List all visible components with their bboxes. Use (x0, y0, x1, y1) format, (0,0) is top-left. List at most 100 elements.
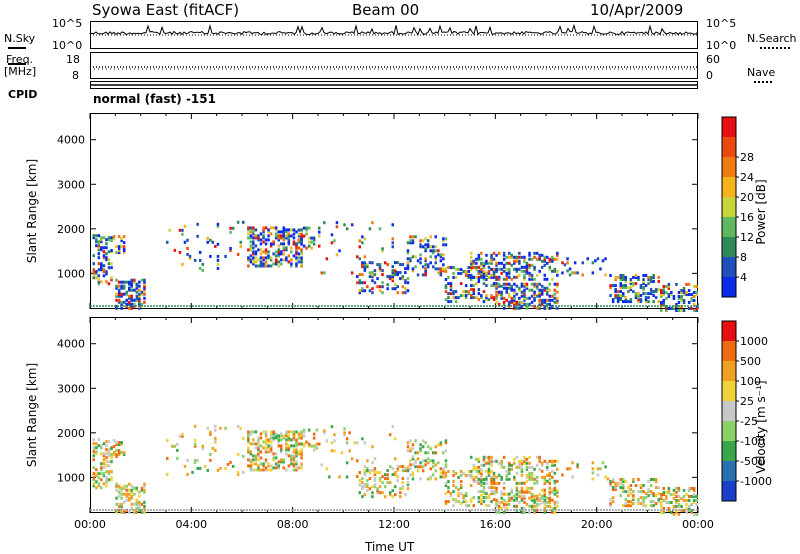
velocity-data-cell (660, 497, 663, 500)
velocity-data-cell (257, 442, 260, 446)
velocity-data-cell (130, 494, 133, 498)
velocity-data-cell (396, 475, 399, 479)
power-data-cell (502, 277, 506, 281)
velocity-data-cell (452, 504, 455, 508)
velocity-data-cell (388, 491, 392, 495)
cpid-text: normal (fast) -151 (93, 92, 216, 106)
velocity-data-cell (249, 430, 253, 434)
velocity-data-cell (343, 433, 346, 437)
power-data-cell (477, 271, 481, 275)
power-data-cell (249, 254, 253, 258)
velocity-data-cell (287, 446, 291, 450)
velocity-data-cell (315, 442, 318, 446)
power-data-cell (609, 294, 612, 298)
velocity-colorbar-frame (721, 320, 737, 502)
velocity-data-cell (300, 432, 303, 436)
velocity-data-cell (361, 487, 364, 491)
velocity-data-cell (115, 449, 118, 453)
power-data-cell (310, 240, 313, 244)
velocity-data-cell (487, 470, 491, 473)
power-data-cell (470, 251, 473, 255)
velocity-data-cell (191, 470, 194, 474)
power-data-cell (492, 275, 496, 279)
power-data-cell (272, 240, 275, 244)
power-data-cell (662, 284, 665, 288)
power-data-cell (551, 294, 554, 298)
power-data-cell (530, 282, 534, 286)
velocity-data-cell (487, 461, 491, 465)
power-data-cell (513, 298, 516, 302)
velocity-data-cell (467, 474, 470, 477)
power-data-cell (252, 262, 255, 266)
power-data-cell (447, 300, 450, 304)
velocity-data-cell (130, 484, 133, 488)
power-data-cell (295, 264, 298, 268)
velocity-data-cell (500, 496, 503, 500)
power-data-cell (429, 249, 432, 253)
velocity-data-cell (692, 488, 696, 492)
power-data-cell (257, 238, 260, 242)
velocity-data-cell (576, 465, 579, 469)
power-data-cell (264, 242, 268, 246)
power-data-cell (505, 267, 508, 271)
velocity-data-cell (553, 492, 557, 496)
power-data-cell (274, 236, 278, 240)
velocity-data-cell (695, 503, 698, 506)
power-data-cell (102, 268, 106, 272)
power-data-cell (361, 241, 364, 245)
power-data-cell (300, 240, 303, 244)
power-data-cell (495, 300, 498, 304)
power-data-cell (419, 243, 422, 247)
velocity-data-cell (662, 493, 665, 496)
power-data-cell (487, 276, 491, 279)
velocity-data-cell (439, 441, 443, 445)
velocity-data-cell (406, 477, 410, 481)
velocity-data-cell (358, 491, 361, 495)
velocity-data-cell (482, 488, 486, 492)
power-data-cell (300, 248, 303, 252)
power-data-cell (513, 267, 516, 271)
velocity-data-cell (540, 469, 544, 473)
velocity-data-cell (525, 457, 529, 461)
nave-tick-top: 60 (706, 53, 720, 66)
velocity-data-cell (470, 474, 473, 477)
velocity-data-cell (680, 505, 683, 508)
velocity-data-cell (470, 455, 473, 459)
power-data-cell (447, 282, 450, 286)
power-data-cell (447, 292, 450, 296)
velocity-data-cell (396, 465, 399, 469)
velocity-data-cell (495, 490, 498, 494)
x-tick-label-6: 00:00 (682, 518, 714, 531)
velocity-data-cell (280, 444, 283, 448)
power-data-cell (513, 296, 516, 300)
velocity-data-cell (619, 482, 622, 485)
power-data-cell (454, 290, 458, 294)
velocity-data-cell (530, 465, 534, 469)
velocity-data-cell (459, 474, 463, 477)
velocity-data-cell (520, 488, 524, 492)
power-data-cell (652, 280, 655, 283)
power-data-cell (624, 300, 627, 304)
velocity-data-cell (652, 478, 655, 481)
power-data-cell (249, 228, 253, 232)
power-data-cell (201, 268, 204, 272)
power-data-cell (396, 261, 399, 265)
power-data-cell (396, 271, 399, 275)
velocity-data-cell (429, 475, 432, 479)
velocity-data-cell (274, 432, 278, 436)
power-data-cell (434, 261, 437, 265)
velocity-data-cell (510, 498, 513, 502)
velocity-data-cell (632, 494, 635, 498)
power-data-cell (548, 259, 551, 263)
velocity-data-cell (115, 496, 118, 500)
velocity-data-cell (399, 465, 402, 469)
velocity-data-cell (556, 488, 559, 492)
velocity-data-cell (371, 491, 374, 495)
power-data-cell (492, 273, 496, 277)
velocity-data-cell (252, 430, 255, 434)
power-data-cell (670, 291, 673, 294)
power-data-cell (110, 276, 113, 280)
power-data-cell (120, 280, 123, 284)
power-data-cell (257, 236, 260, 240)
